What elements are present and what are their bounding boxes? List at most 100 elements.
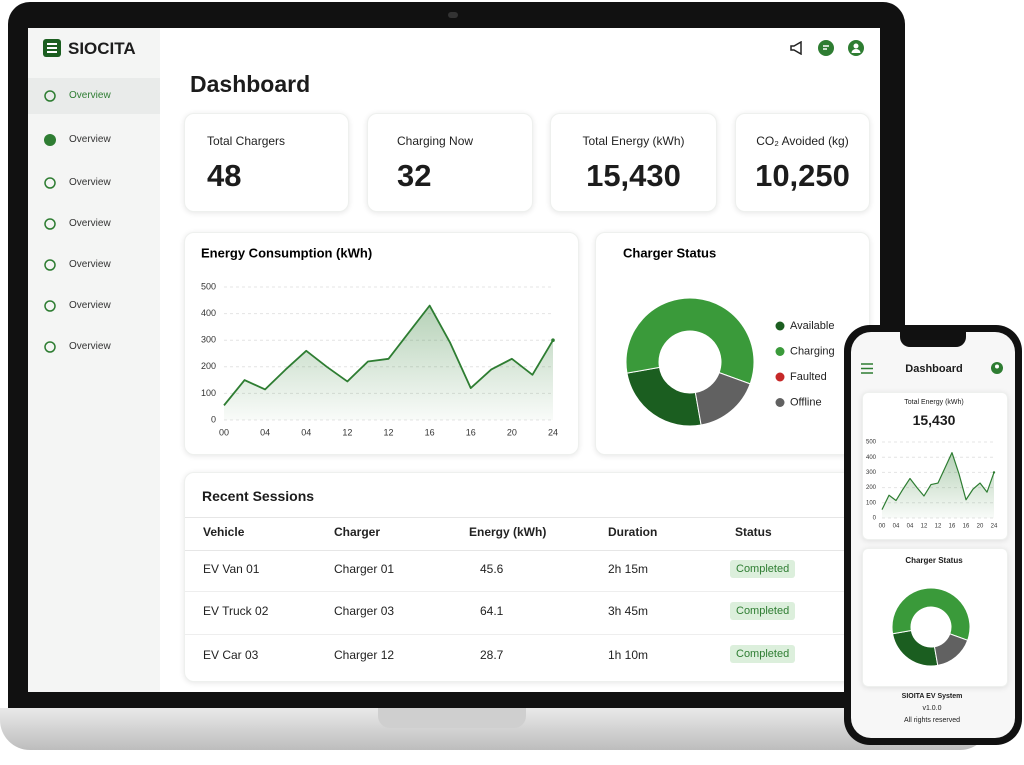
footer-name: SIOITA EV System [901,693,963,700]
y-tick-label: 500 [866,440,877,446]
status-badge: Completed [730,560,796,578]
y-tick-label: 400 [201,308,216,318]
x-tick-label: 16 [949,524,956,530]
cell: 28.7 [480,648,504,662]
column-header: Vehicle [203,525,245,539]
x-tick-label: 12 [935,524,942,530]
y-tick-label: 300 [866,470,877,476]
laptop-camera [448,12,458,18]
laptop-notch [378,708,526,728]
pie-slice [891,587,971,641]
announce-icon[interactable] [789,41,805,55]
x-tick-label: 20 [977,524,984,530]
x-tick-label: 16 [963,524,970,530]
cell: EV Car 03 [203,648,259,662]
nav-icon [44,134,56,146]
x-tick-label: 04 [260,427,270,437]
legend-label: Faulted [790,371,827,383]
x-tick-label: 04 [893,524,900,530]
x-tick-label: 24 [991,524,998,530]
nav-item[interactable]: Overview [28,206,160,242]
cell: 64.1 [480,604,504,618]
cell: Charger 03 [334,604,395,618]
x-tick-label: 00 [879,524,886,530]
stat-label: Charging Now [397,134,474,148]
cell: 3h 45m [608,604,649,618]
divider [185,591,865,592]
cell: EV Van 01 [203,562,260,576]
stat-value: 10,250 [755,158,850,193]
nav-label: Overview [69,177,111,188]
nav-item[interactable]: Overview [28,165,160,201]
y-tick-label: 500 [201,281,216,291]
nav-item[interactable]: Overview [28,329,160,365]
stat-card: CO₂ Avoided (kg) 10,250 [735,113,870,212]
nav-label: Overview [69,300,111,311]
donut-chart [891,587,971,667]
y-tick-label: 100 [201,388,216,398]
stat-label: Total Chargers [207,134,286,148]
footer-rights: All rights reserved [903,717,961,724]
nav-label: Overview [69,259,111,270]
column-header: Status [735,525,772,539]
nav-label: Overview [69,218,111,229]
stat-value: 15,430 [586,158,681,193]
status-badge: Completed [730,602,796,620]
nav-item[interactable]: Overview [28,247,160,283]
y-tick-label: 300 [201,335,216,345]
nav-icon [44,218,56,230]
column-header: Charger [334,525,381,539]
legend-label: Available [790,320,834,332]
line [881,452,995,510]
column-header: Energy (kWh) [469,525,547,539]
end-point [551,338,555,342]
nav-icon [44,341,56,353]
stat-card: Total Energy (kWh) 15,430 [550,113,717,212]
stat-value: 32 [397,158,432,193]
stat-value: 15,430 [912,412,956,428]
stat-card: Charging Now 32 [367,113,533,212]
x-tick-label: 04 [301,427,311,437]
nav-item[interactable]: Overview [28,288,160,324]
nav-item[interactable]: Overview [28,122,160,158]
phone-title: Dashboard [905,363,963,375]
cell: Charger 01 [334,562,395,576]
legend-label: Offline [790,396,822,408]
y-tick-label: 400 [866,455,877,461]
cell: 1h 10m [608,648,649,662]
x-tick-label: 20 [507,427,517,437]
chat-icon[interactable] [818,40,834,56]
user-icon[interactable] [991,362,1003,374]
stat-label: Total Energy (kWh) [904,399,964,406]
line-area [882,452,994,518]
line [223,304,554,406]
line-area [224,305,553,420]
line-chart: 0 100 200 300 400 500 00 04 04 12 12 16 16 20 24 [866,440,998,530]
menu-icon[interactable] [860,363,874,374]
x-tick-label: 16 [466,427,476,437]
column-header: Duration [608,525,658,539]
legend-swatch [775,372,785,382]
chart-title: Charger Status [623,245,716,260]
nav-label: Overview [69,341,111,352]
user-icon[interactable] [848,40,864,56]
pie-slice [933,633,969,666]
nav-icon [44,177,56,189]
pie-slice [625,297,755,385]
legend-swatch [775,398,785,407]
pie-slice [626,366,702,427]
x-tick-label: 16 [425,427,435,437]
logo [43,39,61,57]
stat-label: Total Energy (kWh) [582,134,685,148]
page-title: Dashboard [190,71,311,97]
cell: EV Truck 02 [203,604,269,618]
x-tick-label: 12 [342,427,352,437]
stat-card: Total Chargers 48 [184,113,349,212]
nav-label: Overview [69,134,111,145]
pie-slice [694,371,751,426]
footer-version: v1.0.0 [922,705,942,712]
x-tick-label: 04 [907,524,914,530]
legend-swatch [775,347,785,356]
nav-item[interactable]: Overview [28,78,160,114]
